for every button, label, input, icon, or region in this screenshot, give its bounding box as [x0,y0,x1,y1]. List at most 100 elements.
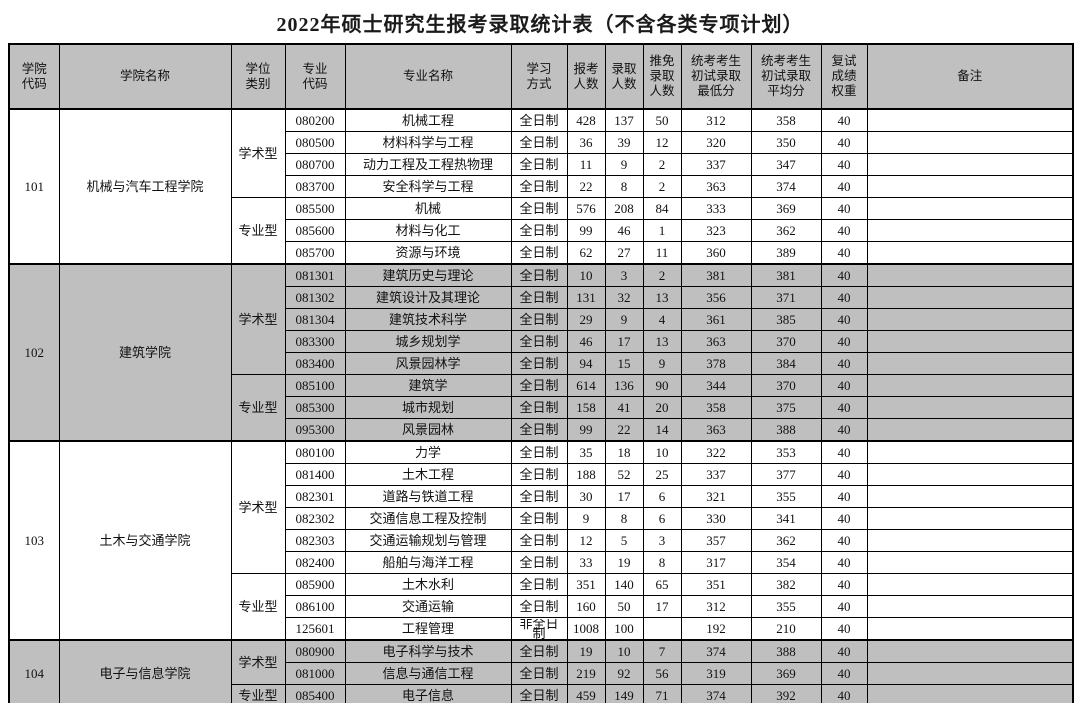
study-mode-cell: 全日制 [510,330,568,353]
study-mode-cell: 全日制 [510,308,568,331]
note-cell [866,440,1074,464]
min-score-cell: 356 [680,286,752,309]
major-code-cell: 082400 [284,551,346,574]
note-cell [866,639,1074,663]
table-row: 082400 船舶与海洋工程 全日制 33 19 8 317 354 40 [9,551,1074,574]
exempt-admitted-cell: 3 [642,529,682,552]
table-row: 082303 交通运输规划与管理 全日制 12 5 3 357 362 40 [9,529,1074,552]
avg-score-cell: 347 [750,153,822,176]
note-cell [866,418,1074,442]
header-cell: 专业名称 [344,43,512,110]
study-mode-cell: 全日制 [510,418,568,442]
exempt-admitted-cell: 12 [642,131,682,154]
exempt-admitted-cell [642,617,682,641]
min-score-cell: 312 [680,595,752,618]
admitted-cell: 9 [604,308,644,331]
retest-weight-cell: 40 [820,573,868,596]
exempt-admitted-cell: 7 [642,639,682,663]
major-name-cell: 土木水利 [344,573,512,596]
min-score-cell: 357 [680,529,752,552]
retest-weight-cell: 40 [820,396,868,419]
study-mode-cell: 全日制 [510,352,568,375]
study-mode-cell: 全日制 [510,529,568,552]
table-row: 082301 道路与铁道工程 全日制 30 17 6 321 355 40 [9,485,1074,508]
table-header: 学院 代码 学院名称 学位 类别 专业 代码 专业名称 学习 方式 报考 人数 录取 人数 推免… [8,43,1074,110]
admitted-cell: 52 [604,463,644,486]
applicants-cell: 1008 [566,617,606,641]
major-code-cell: 083300 [284,330,346,353]
admitted-cell: 136 [604,374,644,397]
retest-weight-cell: 40 [820,175,868,198]
avg-score-cell: 358 [750,108,822,132]
note-cell [866,485,1074,508]
study-mode-cell: 全日制 [510,263,568,287]
note-cell [866,507,1074,530]
admitted-cell: 32 [604,286,644,309]
header-cell: 备注 [866,43,1074,110]
major-code-cell: 082301 [284,485,346,508]
admitted-cell: 100 [604,617,644,641]
retest-weight-cell: 40 [820,418,868,442]
min-score-cell: 374 [680,639,752,663]
exempt-admitted-cell: 11 [642,241,682,265]
note-cell [866,197,1074,220]
retest-weight-cell: 40 [820,374,868,397]
study-mode-cell: 全日制 [510,440,568,464]
note-cell [866,551,1074,574]
avg-score-cell: 353 [750,440,822,464]
admitted-cell: 46 [604,219,644,242]
major-name-cell: 交通信息工程及控制 [344,507,512,530]
major-name-cell: 材料科学与工程 [344,131,512,154]
exempt-admitted-cell: 84 [642,197,682,220]
retest-weight-cell: 40 [820,662,868,685]
note-cell [866,263,1074,287]
admitted-cell: 8 [604,175,644,198]
admitted-cell: 22 [604,418,644,442]
exempt-admitted-cell: 17 [642,595,682,618]
applicants-cell: 576 [566,197,606,220]
major-name-cell: 工程管理 [344,617,512,641]
major-name-cell: 建筑学 [344,374,512,397]
applicants-cell: 99 [566,219,606,242]
applicants-cell: 9 [566,507,606,530]
retest-weight-cell: 40 [820,485,868,508]
exempt-admitted-cell: 10 [642,440,682,464]
min-score-cell: 330 [680,507,752,530]
admitted-cell: 41 [604,396,644,419]
table-body: 101 机械与汽车工程学院 学术型 080200 机械工程 全日制 428 137 50 312 3… [8,108,1074,703]
min-score-cell: 363 [680,418,752,442]
degree-type-cell: 学术型 [230,639,286,685]
min-score-cell: 333 [680,197,752,220]
min-score-cell: 192 [680,617,752,641]
avg-score-cell: 385 [750,308,822,331]
avg-score-cell: 384 [750,352,822,375]
note-cell [866,308,1074,331]
avg-score-cell: 354 [750,551,822,574]
exempt-admitted-cell: 9 [642,352,682,375]
major-code-cell: 082302 [284,507,346,530]
header-cell: 报考 人数 [566,43,606,110]
applicants-cell: 12 [566,529,606,552]
min-score-cell: 360 [680,241,752,265]
applicants-cell: 11 [566,153,606,176]
admitted-cell: 15 [604,352,644,375]
admitted-cell: 27 [604,241,644,265]
min-score-cell: 337 [680,463,752,486]
retest-weight-cell: 40 [820,263,868,287]
table-row: 085600 材料与化工 全日制 99 46 1 323 362 40 [9,219,1074,242]
note-cell [866,529,1074,552]
table-row: 081302 建筑设计及其理论 全日制 131 32 13 356 371 40 [9,286,1074,309]
study-mode-cell: 全日制 [510,396,568,419]
header-cell: 统考考生 初试录取 最低分 [680,43,752,110]
exempt-admitted-cell: 13 [642,286,682,309]
table-row: 095300 风景园林 全日制 99 22 14 363 388 40 [9,418,1074,442]
major-name-cell: 城乡规划学 [344,330,512,353]
major-name-cell: 风景园林 [344,418,512,442]
avg-score-cell: 388 [750,418,822,442]
table-row: 125601 工程管理 非全日制 1008 100 192 210 40 [9,617,1074,641]
exempt-admitted-cell: 2 [642,175,682,198]
applicants-cell: 94 [566,352,606,375]
major-code-cell: 081302 [284,286,346,309]
avg-score-cell: 374 [750,175,822,198]
